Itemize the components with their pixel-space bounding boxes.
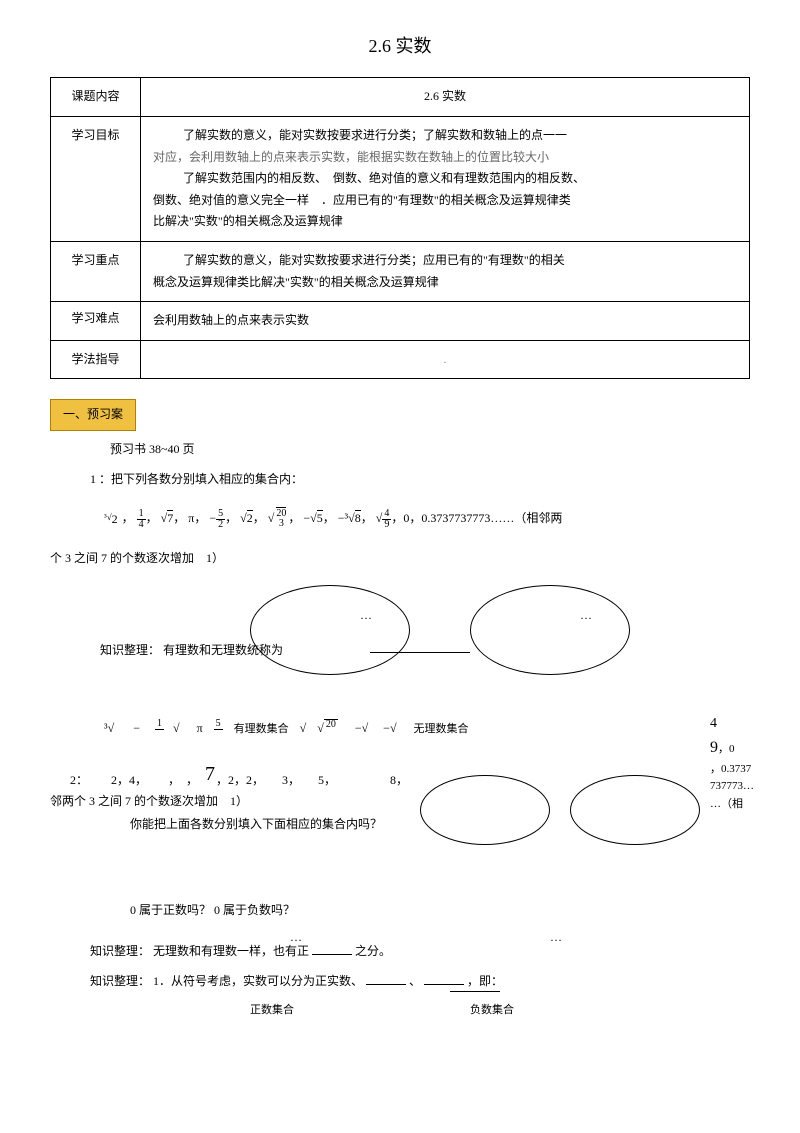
blank-1 [312, 941, 352, 955]
row1-content: 2.6 实数 [141, 78, 750, 117]
q2-prefix: 2： [50, 773, 88, 787]
preview-text: 预习书 38~40 页 [50, 439, 750, 461]
q1-tail: 个 3 之间 7 的个数逐次增加 1） [50, 548, 750, 570]
connector-line [370, 652, 470, 653]
blank-3 [424, 971, 464, 985]
side-4: 4 [710, 713, 760, 735]
row3-label: 学习重点 [51, 241, 141, 301]
set-pos-label: 正数集合 [250, 1001, 294, 1021]
row1-label: 课题内容 [51, 78, 141, 117]
r2-line2: 对应，会利用数轴上的点来表示实数，能根据实数在数轴上的位置比较大小 [153, 147, 737, 169]
number-list-2: ³√ − 1 √ π 5 有理数集合 √ √20 −√ −√ 无理数集合 4 9… [50, 718, 750, 740]
side-9: 9，0 [710, 735, 760, 761]
ellipse-right [470, 585, 630, 675]
ellipse-3 [420, 775, 550, 845]
row4-content: 会利用数轴上的点来表示实数 [141, 302, 750, 341]
q2-zero: 0 属于正数吗？ 0 属于负数吗？ [50, 900, 750, 922]
q2-big7: 7 [205, 756, 215, 792]
ellipse-4 [570, 775, 700, 845]
r2-line5: 比解决"实数"的相关概念及运算规律 [153, 211, 737, 233]
info-table: 课题内容 2.6 实数 学习目标 了解实数的意义，能对实数按要求进行分类；了解实… [50, 77, 750, 379]
neg-line [450, 991, 500, 992]
knowledge-2: 知识整理： 无理数和有理数一样，也有正 之分。 [50, 941, 750, 963]
row2-label: 学习目标 [51, 116, 141, 241]
page-title: 2.6 实数 [50, 30, 750, 62]
dots-1: … [360, 605, 372, 627]
q2-row: 2： 2，4， ， ， ，2，2， 3， 5， 8， 7 邻两个 3 之间 7 … [50, 770, 750, 870]
blank-2 [366, 971, 406, 985]
q2-nums: 2，4， ， ， ，2，2， 3， 5， 8， [111, 773, 408, 787]
r3-line2: 概念及运算规律类比解决"实数"的相关概念及运算规律 [153, 272, 737, 294]
r2-line4: 倒数、绝对值的意义完全一样 ．应用已有的"有理数"的相关概念及运算规律类 [153, 190, 737, 212]
knowledge-3: 知识整理： 1．从符号考虑，实数可以分为正实数、 、 ，即： [50, 971, 750, 993]
r2-line3: 了解实数范围内的相反数、 倒数、绝对值的意义和有理数范围内的相反数、 [153, 168, 737, 190]
row3-content: 了解实数的意义，能对实数按要求进行分类；应用已有的"有理数"的相关 概念及运算规… [141, 241, 750, 301]
row4-label: 学习难点 [51, 300, 141, 339]
section-tag: 一、预习案 [50, 399, 136, 431]
row5-label: 学法指导 [51, 340, 141, 379]
venn-1: … … 知识整理： 有理数和无理数统称为 [50, 580, 750, 700]
r2-line1: 了解实数的意义，能对实数按要求进行分类；了解实数和数轴上的点一一 [153, 125, 737, 147]
dots-2: … [580, 605, 592, 627]
q2-ask: 你能把上面各数分别填入下面相应的集合内吗？ [50, 814, 382, 836]
number-list-1: ³√2， 14， √7， π， −52， √2， √203， −√5， −³√8… [50, 508, 750, 530]
q1-text: 1 ：把下列各数分别填入相应的集合内： [50, 469, 750, 491]
row5-content: . [141, 340, 750, 379]
row2-content: 了解实数的意义，能对实数按要求进行分类；了解实数和数轴上的点一一 对应，会利用数… [141, 116, 750, 241]
knowledge-1: 知识整理： 有理数和无理数统称为 [100, 640, 283, 662]
r3-line1: 了解实数的意义，能对实数按要求进行分类；应用已有的"有理数"的相关 [153, 250, 737, 272]
set-neg-label: 负数集合 [470, 1001, 514, 1021]
